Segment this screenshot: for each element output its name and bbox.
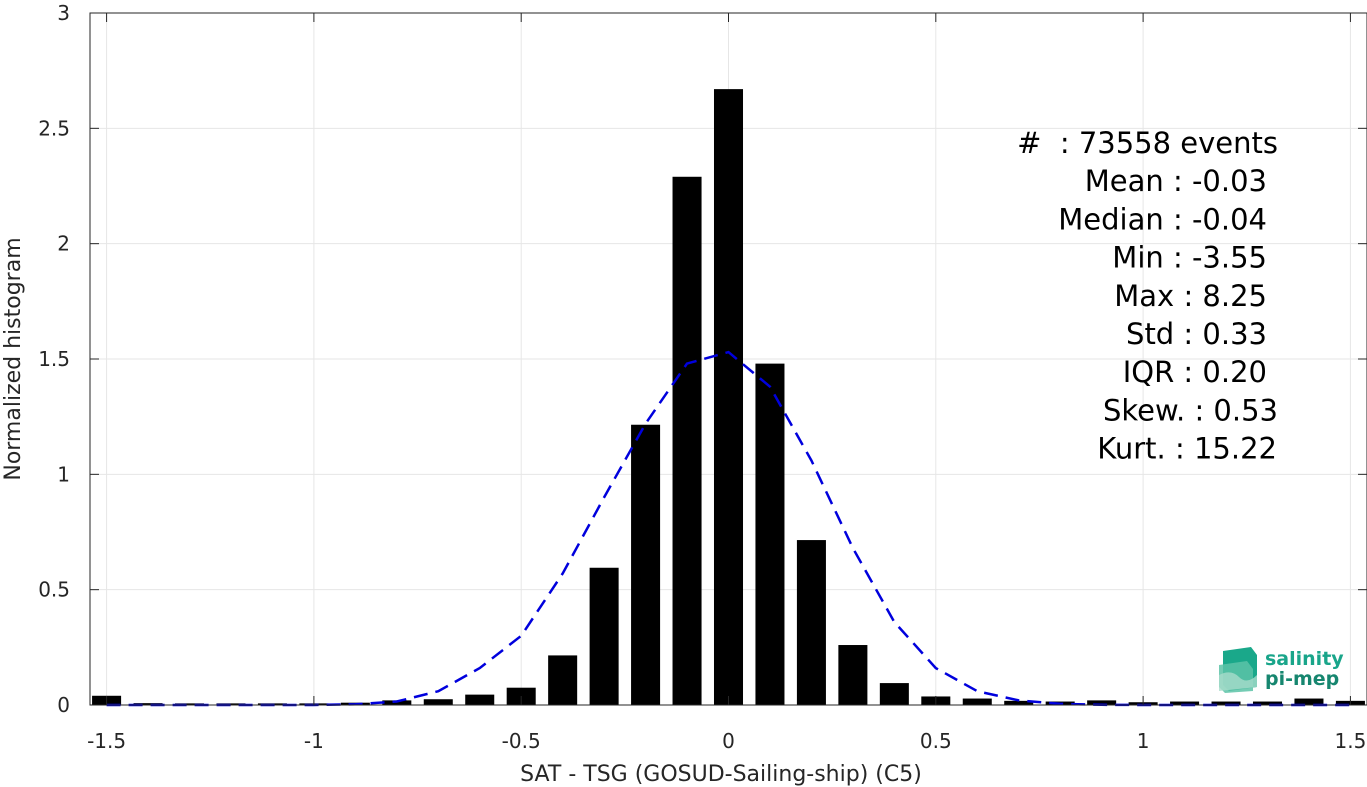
logo-wave-icon — [1219, 647, 1257, 693]
statistics-box: # : 73558 events Mean : -0.03 Median : -0.… — [1017, 126, 1278, 466]
histogram-bar — [133, 703, 163, 705]
histogram-bar — [1087, 700, 1117, 705]
y-tick-label: 3 — [57, 1, 70, 25]
stat-line: # : 73558 events — [1017, 126, 1278, 160]
histogram-bar — [755, 363, 785, 705]
histogram-bar — [589, 567, 619, 705]
y-tick-label: 1 — [57, 462, 70, 486]
histogram-bar — [423, 699, 453, 705]
x-tick-label: -0.5 — [502, 729, 541, 753]
stat-line: Kurt. : 15.22 — [1097, 432, 1277, 466]
histogram-bar — [1004, 700, 1034, 705]
histogram-bar — [1294, 698, 1324, 705]
logo-text-salinity: salinity — [1265, 648, 1344, 670]
stat-line: Mean : -0.03 — [1085, 164, 1267, 198]
histogram-bar — [879, 683, 909, 705]
histogram-bar — [548, 655, 578, 705]
histogram-bar — [672, 176, 702, 706]
x-tick-label: 1 — [1137, 729, 1150, 753]
y-tick-label: 1.5 — [38, 347, 70, 371]
stat-line: Skew. : 0.53 — [1103, 393, 1278, 427]
y-tick-labels: 0 0.5 1 1.5 2 2.5 3 — [38, 1, 70, 717]
histogram-bar — [465, 694, 495, 705]
salinity-pi-mep-logo: salinity pi-mep — [1217, 645, 1347, 695]
axis-ticks — [90, 12, 1367, 706]
histogram-bar — [1252, 701, 1283, 705]
stat-line: IQR : 0.20 — [1123, 355, 1267, 389]
histogram-bar — [962, 698, 992, 705]
histogram-bar — [1170, 701, 1200, 705]
x-tick-label: -1 — [304, 729, 324, 753]
x-tick-label: 1.5 — [1335, 729, 1367, 753]
x-axis-title: SAT - TSG (GOSUD-Sailing-ship) (C5) — [520, 762, 922, 787]
x-tick-label: -1.5 — [87, 729, 126, 753]
histogram-bar — [713, 89, 744, 706]
histogram-bar — [631, 424, 661, 705]
histogram-bar — [174, 703, 205, 705]
y-tick-label: 2 — [57, 232, 70, 256]
stat-line: Max : 8.25 — [1114, 279, 1267, 313]
histogram-bar — [838, 645, 868, 705]
x-tick-labels: -1.5 -1 -0.5 0 0.5 1 1.5 — [87, 729, 1366, 753]
y-tick-label: 0 — [57, 693, 70, 717]
stat-line: Std : 0.33 — [1126, 317, 1267, 351]
histogram-bar — [1211, 701, 1241, 705]
histogram-bar — [216, 703, 246, 705]
histogram-bar — [796, 540, 826, 705]
y-tick-label: 0.5 — [38, 578, 70, 602]
stat-line: Min : -3.55 — [1112, 241, 1267, 275]
x-tick-label: 0.5 — [920, 729, 952, 753]
histogram-bars — [92, 89, 1365, 706]
x-tick-label: 0 — [722, 729, 735, 753]
y-tick-label: 2.5 — [38, 116, 70, 140]
y-axis-title: Normalized histogram — [1, 237, 26, 480]
logo-text-pi-mep: pi-mep — [1265, 668, 1340, 690]
stat-line: Median : -0.04 — [1058, 202, 1267, 236]
